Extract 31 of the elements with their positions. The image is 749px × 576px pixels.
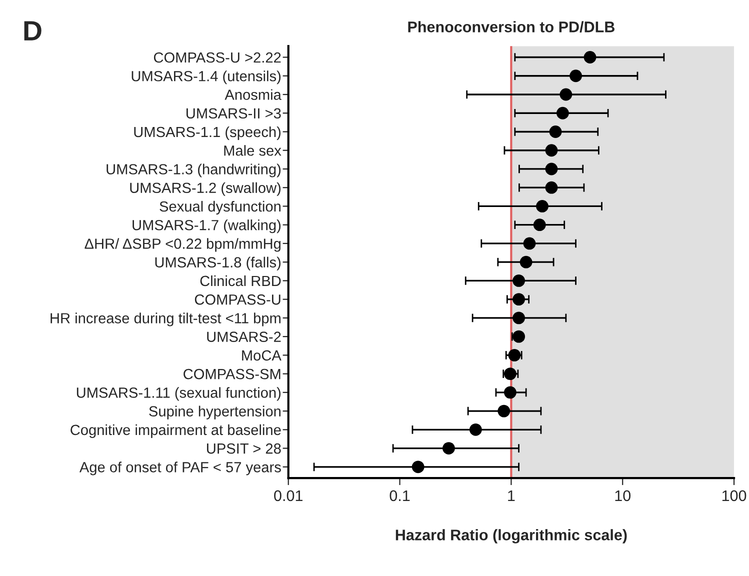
text: D [24,21,42,40]
y-tick-label: MoCA [242,350,282,361]
y-tick-label: UPSIT > 28 [207,443,281,454]
y-tick-label: UMSARS-II >3 [186,108,281,119]
y-tick-label: UMSARS-2 [207,332,281,342]
y-tick-label: Anosmia [224,89,282,100]
y-tick-label: COMPASS-U [194,294,280,305]
x-tick-label: 0.01 [274,490,302,502]
x-tick-label: 1 [508,490,515,501]
x-tick-label: 0.1 [390,490,410,502]
x-tick-label: 10 [615,490,631,502]
y-tick-label: HR increase during tilt-test <11 bpm [50,312,280,326]
y-tick-label: Cognitive impairment at baseline [70,424,281,438]
y-tick-label: UMSARS-1.3 (handwriting) [106,164,281,178]
y-tick-label: UMSARS-1.2 (swallow) [130,182,281,196]
y-tick-label: ΔHR/ ΔSBP <0.22 bpm/mmHg [84,238,280,252]
x-tick-label: 100 [722,490,746,502]
y-tick-label: UMSARS-1.7 (walking) [132,220,281,234]
y-tick-label: Clinical RBD [200,275,281,286]
y-tick-label: Male sex [224,145,282,156]
y-tick-label: COMPASS-SM [184,368,280,380]
chart-title: Phenoconversion to PD/DLB [408,21,614,32]
y-tick-label: Age of onset of PAF < 57 years [79,462,281,476]
y-tick-label: UMSARS-1.1 (speech) [134,126,281,140]
y-tick-label: COMPASS-U >2.22 [154,52,281,63]
y-tick-label: UMSARS-1.8 (falls) [155,256,281,270]
y-tick-label: Supine hypertension [149,406,280,420]
y-tick-label: UMSARS-1.4 (utensils) [132,70,281,84]
y-tick-label: UMSARS-1.11 (sexual function) [76,387,281,401]
y-tick-label: Sexual dysfunction [160,200,280,215]
x-axis-title: Hazard Ratio (logarithmic scale) [396,529,627,544]
